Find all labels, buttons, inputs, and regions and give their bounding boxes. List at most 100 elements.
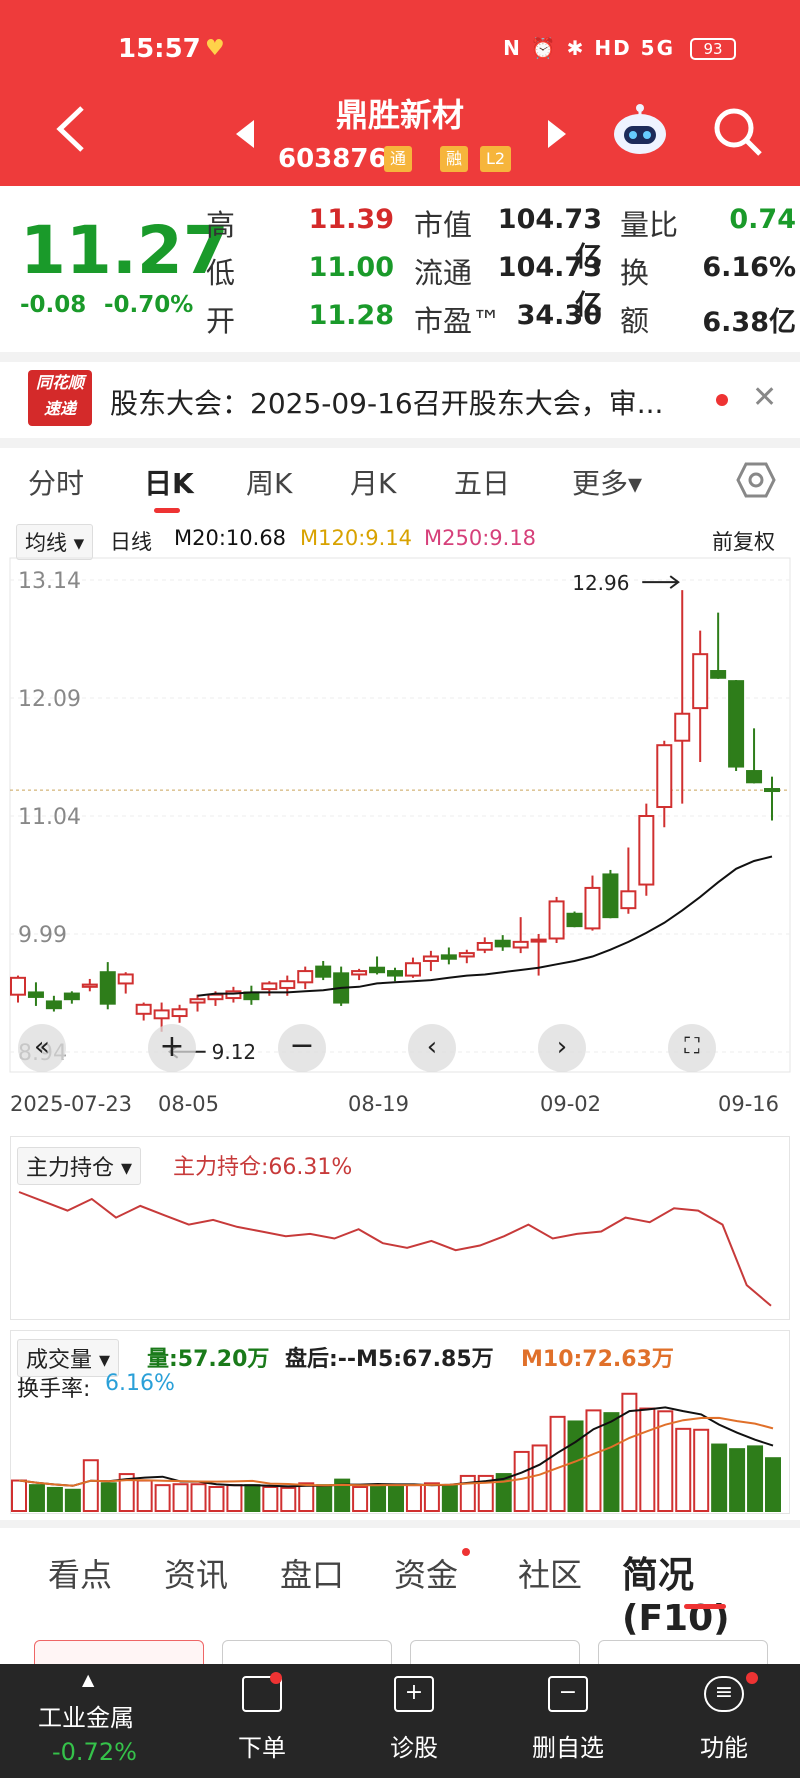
- candle-body: [153, 1009, 170, 1020]
- tab-community[interactable]: 社区: [518, 1556, 583, 1594]
- candle-body: [225, 990, 242, 1000]
- candle-body: [548, 900, 565, 940]
- tab-funds[interactable]: 资金: [394, 1556, 459, 1594]
- status-time: 15:57: [118, 34, 201, 64]
- stock-name: 鼎胜新材: [335, 96, 464, 134]
- candle-body: [81, 983, 98, 988]
- hexagon-settings-icon[interactable]: [736, 460, 776, 504]
- holding-line: [18, 1191, 772, 1307]
- chevron-right-icon[interactable]: ›: [538, 1024, 586, 1072]
- volume-selector[interactable]: 成交量 ▾: [17, 1339, 120, 1377]
- max-arrow-head: [669, 575, 680, 589]
- value-float-cap: 104.73亿: [497, 252, 602, 321]
- chevron-left-icon[interactable]: ‹: [408, 1024, 456, 1072]
- nav-diagnose[interactable]: 诊股: [390, 1734, 438, 1762]
- volume-bar: [154, 1484, 171, 1512]
- label-volume-ratio: 量比: [620, 208, 679, 242]
- menu-icon[interactable]: ≡: [704, 1676, 744, 1712]
- nav-order[interactable]: 下单: [238, 1734, 286, 1762]
- date-tick: 09-02: [540, 1092, 602, 1116]
- volume-bar: [675, 1427, 692, 1512]
- candle-body: [27, 991, 44, 998]
- candle-body: [584, 886, 601, 930]
- search-icon[interactable]: [712, 106, 764, 162]
- chevron-left-icon[interactable]: [54, 104, 88, 158]
- app-header: 15:57 ♥ N ⏰ ✱ HD 5G 93 鼎胜新材 603876 通 融 L…: [0, 0, 800, 186]
- unread-dot: [270, 1672, 282, 1684]
- close-icon[interactable]: ✕: [752, 380, 778, 415]
- after-hours-ma5: 盘后:--M5:67.85万: [285, 1347, 494, 1372]
- label-low: 低: [206, 256, 236, 290]
- volume-bar: [405, 1484, 422, 1512]
- nav-functions[interactable]: 功能: [700, 1734, 748, 1762]
- max-price-label: 12.96: [572, 571, 629, 595]
- tab-more[interactable]: 更多▾: [572, 467, 643, 500]
- volume-bar: [244, 1484, 261, 1512]
- order-icon[interactable]: [242, 1676, 282, 1712]
- volume-bar: [567, 1420, 584, 1512]
- label-open: 开: [206, 304, 236, 338]
- holding-panel: 主力持仓 ▾ 主力持仓:66.31%: [10, 1136, 790, 1320]
- tab-news[interactable]: 资讯: [164, 1556, 229, 1594]
- volume-bar: [621, 1392, 638, 1512]
- ma-selector[interactable]: 均线 ▾: [16, 524, 94, 560]
- label-market-cap: 市值: [414, 208, 473, 242]
- adjust-mode[interactable]: 前复权: [712, 530, 775, 554]
- period-label: 日线: [110, 530, 152, 554]
- y-tick-label: 12.09: [18, 687, 81, 712]
- zoom-out-icon[interactable]: −: [278, 1024, 326, 1072]
- news-ticker[interactable]: 同花顺 速递 股东大会：2025-09-16召开股东大会，审... ✕: [0, 362, 800, 438]
- volume-bar: [441, 1484, 458, 1512]
- tab-monthly-k[interactable]: 月K: [350, 467, 397, 500]
- volume-panel: 成交量 ▾ 量:57.20万 盘后:--M5:67.85万 M10:72.63万…: [10, 1330, 790, 1514]
- value-turnover: 6.16%: [702, 252, 796, 283]
- tab-five-day[interactable]: 五日: [454, 467, 511, 500]
- news-text[interactable]: 股东大会：2025-09-16召开股东大会，审...: [110, 387, 664, 420]
- volume-bar: [423, 1482, 440, 1513]
- unread-dot: [462, 1548, 470, 1556]
- tab-highlights[interactable]: 看点: [48, 1556, 113, 1594]
- holding-selector[interactable]: 主力持仓 ▾: [17, 1147, 142, 1185]
- chart-controls: « + − ‹ › ⛶: [0, 1018, 800, 1078]
- ma20-line: [197, 855, 773, 997]
- rewind-icon[interactable]: «: [18, 1024, 66, 1072]
- candle-body: [674, 712, 691, 742]
- candle-body: [387, 970, 403, 977]
- candle-body: [63, 992, 80, 1001]
- volume-bar: [280, 1486, 297, 1513]
- sector-name[interactable]: 工业金属: [38, 1704, 134, 1732]
- zoom-in-icon[interactable]: +: [148, 1024, 196, 1072]
- nav-remove-watchlist[interactable]: 删自选: [532, 1734, 604, 1762]
- candle-body: [10, 976, 26, 996]
- y-tick-label: 9.99: [18, 923, 67, 948]
- quote-stats: 高 11.39 市值 104.73亿 量比 0.74 低 11.00 流通 10…: [206, 202, 800, 342]
- candle-body: [530, 938, 547, 943]
- fullscreen-icon[interactable]: ⛶: [668, 1024, 716, 1072]
- ma20-label: M20:10.68: [174, 526, 287, 550]
- volume-bar: [298, 1482, 315, 1513]
- ma250-label: M250:9.18: [424, 526, 537, 550]
- date-tick: 08-05: [158, 1092, 220, 1116]
- tab-profile-f10[interactable]: 简况(F10): [622, 1555, 730, 1639]
- y-tick-label: 13.14: [18, 569, 81, 594]
- prev-stock-icon[interactable]: [236, 120, 256, 152]
- bottom-nav: ▲ 工业金属 -0.72% 下单 + 诊股 − 删自选 ≡ 功能: [0, 1664, 800, 1778]
- date-tick: 09-16: [718, 1092, 780, 1116]
- volume-bar: [388, 1484, 404, 1512]
- tab-weekly-k[interactable]: 周K: [246, 467, 293, 500]
- tab-intraday[interactable]: 分时: [28, 467, 85, 500]
- volume-bar: [549, 1415, 566, 1512]
- date-tick: 2025-07-23: [10, 1092, 133, 1116]
- candle-body: [171, 1008, 188, 1018]
- diagnose-icon[interactable]: +: [394, 1676, 434, 1712]
- volume-bar: [657, 1410, 674, 1512]
- volume-bar: [226, 1484, 243, 1512]
- remove-watchlist-icon[interactable]: −: [548, 1676, 588, 1712]
- tab-orderbook[interactable]: 盘口: [280, 1556, 345, 1594]
- volume-bar: [693, 1428, 710, 1512]
- next-stock-icon[interactable]: [546, 120, 566, 152]
- robot-assistant-icon[interactable]: [612, 102, 668, 162]
- min-price-label: 9.12: [212, 1040, 257, 1064]
- volume-ma10: M10:72.63万: [521, 1347, 674, 1372]
- tab-daily-k[interactable]: 日K: [144, 467, 194, 500]
